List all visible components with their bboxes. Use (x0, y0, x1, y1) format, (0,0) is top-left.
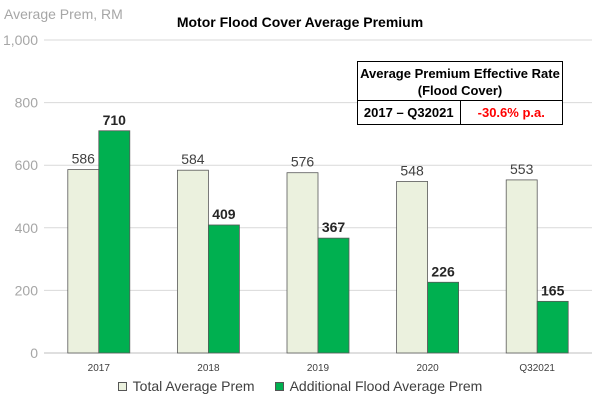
legend-swatch-flood (274, 381, 284, 391)
effective-rate-value: -30.6% p.a. (459, 101, 563, 124)
legend-item-total: Total Average Prem (117, 378, 255, 394)
legend-label-total: Total Average Prem (132, 378, 255, 394)
y-tick-label: 1,000 (3, 32, 38, 48)
data-label: 165 (541, 282, 565, 298)
bar (317, 237, 350, 354)
data-label: 409 (212, 206, 236, 222)
bar (67, 169, 100, 354)
effective-rate-box: Average Premium Effective Rate (Flood Co… (357, 61, 563, 125)
bar (98, 130, 131, 354)
y-tick-label: 200 (15, 282, 39, 298)
y-tick-label: 400 (15, 220, 39, 236)
data-label: 226 (431, 263, 455, 279)
data-label: 586 (72, 151, 96, 167)
data-label: 367 (322, 219, 346, 235)
legend-label-flood: Additional Flood Average Prem (289, 378, 483, 394)
y-axis-label: Average Prem, RM (4, 6, 123, 22)
x-tick-label: 2020 (416, 363, 439, 374)
x-tick-label: 2019 (307, 363, 330, 374)
bar (536, 300, 569, 354)
bar (176, 169, 209, 354)
data-label: 576 (291, 154, 315, 170)
data-label: 584 (181, 151, 205, 167)
legend-swatch-total (117, 381, 127, 391)
bar (427, 281, 460, 354)
effective-rate-period: 2017 – Q32021 (363, 105, 454, 120)
y-tick-label: 600 (15, 157, 39, 173)
y-tick-label: 0 (30, 345, 38, 361)
legend: Total Average Prem Additional Flood Aver… (0, 378, 600, 394)
bar (286, 172, 319, 354)
effective-rate-header: Average Premium Effective Rate (Flood Co… (358, 62, 562, 101)
bar (505, 179, 538, 354)
legend-item-flood: Additional Flood Average Prem (274, 378, 483, 394)
bar (396, 181, 429, 354)
data-label: 710 (103, 112, 127, 128)
y-tick-label: 800 (15, 95, 39, 111)
bar (207, 224, 240, 354)
x-tick-label: 2017 (88, 363, 111, 374)
x-tick-label: Q32021 (519, 363, 555, 374)
data-label: 553 (510, 161, 534, 177)
effective-rate-row: 2017 – Q32021 -30.6% p.a. (358, 101, 562, 124)
chart-title: Motor Flood Cover Average Premium (176, 14, 424, 30)
data-label: 548 (400, 162, 424, 178)
x-tick-label: 2018 (197, 363, 220, 374)
